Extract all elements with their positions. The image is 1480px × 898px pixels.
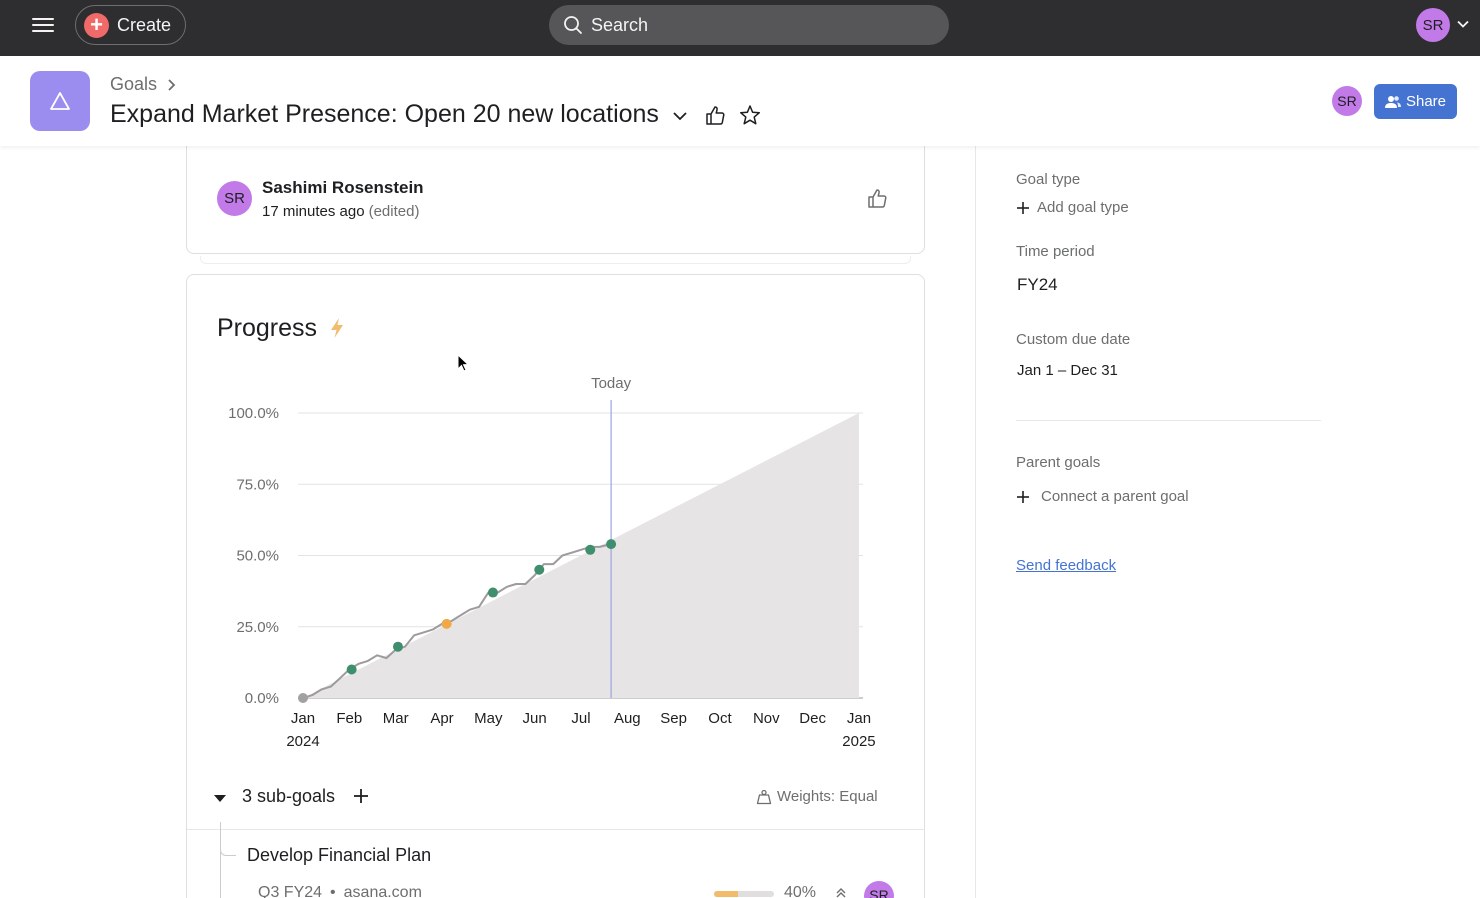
check-in-point <box>298 693 308 703</box>
check-in-point <box>346 664 357 675</box>
thumbs-up-icon[interactable] <box>866 187 888 209</box>
y-tick-label: 100.0% <box>228 405 279 422</box>
connect-parent-goal-label: Connect a parent goal <box>1041 488 1189 505</box>
y-tick-label: 0.0% <box>245 690 279 707</box>
time-period-value[interactable]: FY24 <box>1017 275 1058 294</box>
send-feedback-link[interactable]: Send feedback <box>1016 557 1117 574</box>
subgoal-source: asana.com <box>343 884 422 898</box>
subgoal-meta: Q3 FY24 • asana.com <box>258 884 422 898</box>
breadcrumb[interactable]: Goals <box>110 74 181 95</box>
check-in-point <box>487 587 498 598</box>
caret-down-icon[interactable] <box>212 790 228 806</box>
chevron-up-icon[interactable] <box>834 886 848 898</box>
check-in-point <box>392 641 403 652</box>
add-goal-type-label: Add goal type <box>1037 199 1129 216</box>
weights-label: Weights: Equal <box>777 788 878 805</box>
x-tick-label: Jan <box>847 710 871 727</box>
progress-chart: 100.0% 75.0% 50.0% 25.0% 0.0% Today Jan 2024 Feb… <box>228 375 876 750</box>
subgoal-name[interactable]: Develop Financial Plan <box>247 845 432 865</box>
x-tick-label: May <box>474 710 503 727</box>
subgoal-tree-branch <box>220 842 236 856</box>
weight-icon <box>756 789 772 804</box>
y-tick-label: 25.0% <box>236 619 279 636</box>
page-header: Goals Expand Market Presence: Open 20 ne… <box>0 56 1480 146</box>
weights-setting[interactable]: Weights: Equal <box>756 788 878 805</box>
create-button-label: Create <box>117 14 172 35</box>
plus-icon: + <box>84 12 109 38</box>
x-tick-label: Dec <box>799 710 826 727</box>
lightning-bolt-icon[interactable] <box>328 317 346 339</box>
comment-avatar[interactable]: SR <box>217 181 252 216</box>
sidebar-divider <box>975 146 976 898</box>
x-tick-label: Jul <box>571 710 590 727</box>
share-button[interactable]: Share <box>1374 84 1457 119</box>
comment-edited: (edited) <box>368 203 420 220</box>
subgoal-progress-bar <box>714 891 774 897</box>
chevron-down-icon[interactable] <box>670 106 690 126</box>
search-icon <box>564 16 582 34</box>
comment-author[interactable]: Sashimi Rosenstein <box>262 178 424 197</box>
search-bar[interactable]: Search <box>549 5 949 45</box>
comment-time: 17 minutes ago <box>262 203 365 220</box>
x-tick-label: Sep <box>660 710 687 727</box>
plus-icon <box>1017 201 1029 214</box>
x-tick-label: Oct <box>708 710 732 727</box>
add-goal-type-button[interactable]: Add goal type <box>1016 199 1129 216</box>
sidebar-rule <box>1016 420 1321 421</box>
x-tick-label: Jun <box>523 710 547 727</box>
subgoals-count[interactable]: 3 sub-goals <box>242 786 336 806</box>
chevron-down-icon[interactable] <box>1456 17 1470 31</box>
hamburger-menu-icon[interactable] <box>30 14 56 40</box>
y-tick-label: 75.0% <box>236 476 279 493</box>
goal-icon <box>30 71 90 131</box>
share-button-label: Share <box>1405 93 1447 110</box>
check-in-point <box>606 539 617 550</box>
y-tick-label: 50.0% <box>236 548 279 565</box>
check-in-point <box>585 544 596 555</box>
x-tick-label: Nov <box>753 710 780 727</box>
x-tick-label: Feb <box>336 710 362 727</box>
thumbs-up-icon[interactable] <box>704 104 726 126</box>
goal-type-label: Goal type <box>1016 171 1081 188</box>
x-tick-label: Jan <box>291 710 315 727</box>
custom-due-date-value[interactable]: Jan 1 – Dec 31 <box>1017 362 1118 379</box>
check-in-point <box>441 618 452 629</box>
user-avatar[interactable]: SR <box>1416 8 1450 42</box>
time-period-label: Time period <box>1016 243 1095 260</box>
connect-parent-goal-button[interactable]: Connect a parent goal <box>1016 488 1189 505</box>
member-avatar[interactable]: SR <box>1332 86 1362 116</box>
today-label: Today <box>591 375 632 392</box>
x-tick-label: Mar <box>383 710 409 727</box>
x-tick-label: Apr <box>430 710 453 727</box>
create-button[interactable]: + Create <box>75 5 186 45</box>
breadcrumb-goals[interactable]: Goals <box>110 74 158 94</box>
star-icon[interactable] <box>739 104 761 126</box>
people-icon <box>1384 95 1401 108</box>
custom-due-date-label: Custom due date <box>1016 331 1131 348</box>
card-stack-divider <box>200 256 911 264</box>
check-in-point <box>534 564 545 575</box>
add-subgoal-plus-icon[interactable] <box>352 787 370 805</box>
parent-goals-label: Parent goals <box>1016 454 1101 471</box>
x-tick-year-label: 2024 <box>286 733 319 750</box>
subgoal-tree-line <box>220 822 221 898</box>
subgoal-progress-percent: 40% <box>784 884 817 898</box>
chevron-right-icon <box>168 78 176 91</box>
plus-icon <box>1017 490 1029 503</box>
comment-meta: 17 minutes ago (edited) <box>262 203 419 220</box>
subgoal-owner-avatar[interactable]: SR <box>864 881 894 898</box>
page-title: Expand Market Presence: Open 20 new loca… <box>110 100 659 128</box>
subgoals-header <box>187 780 924 830</box>
subgoal-period: Q3 FY24 <box>258 884 323 898</box>
x-tick-year-label: 2025 <box>842 733 875 750</box>
mouse-cursor-icon <box>457 354 470 372</box>
top-navigation-bar: + Create Search SR <box>0 0 1480 56</box>
progress-title: Progress <box>217 314 318 342</box>
subgoal-progress-fill <box>714 891 738 897</box>
x-tick-label: Aug <box>614 710 641 727</box>
search-placeholder: Search <box>591 14 649 35</box>
